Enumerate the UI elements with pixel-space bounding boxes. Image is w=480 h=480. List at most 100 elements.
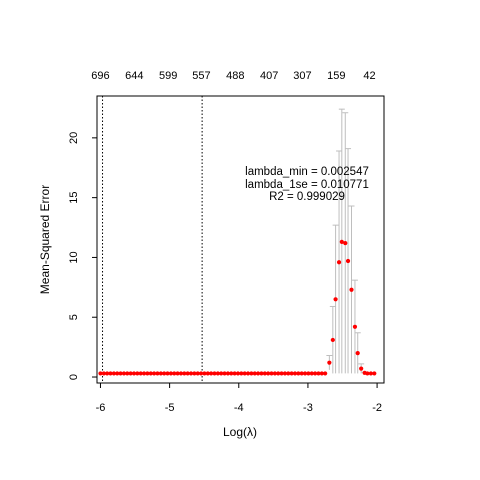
data-point	[359, 366, 364, 371]
data-point	[222, 371, 227, 376]
data-point	[229, 371, 234, 376]
data-point	[185, 371, 190, 376]
data-point	[252, 371, 257, 376]
data-point	[178, 371, 184, 376]
data-point	[262, 371, 267, 376]
data-point	[202, 371, 207, 376]
top-tick-label: 307	[293, 70, 311, 82]
data-point	[145, 371, 150, 376]
y-tick-label: 5	[68, 314, 80, 320]
data-point	[108, 371, 113, 376]
error-bars	[326, 108, 368, 374]
data-point	[188, 371, 194, 376]
x-tick-label: -6	[96, 402, 106, 414]
data-point	[299, 371, 304, 376]
annotation-r2: R2 = 0.999029	[269, 191, 345, 203]
data-point	[365, 371, 370, 376]
data-point	[343, 240, 348, 246]
data-point	[215, 371, 220, 376]
data-point	[219, 371, 224, 376]
data-point	[372, 371, 377, 376]
data-point	[345, 258, 351, 264]
data-point	[235, 371, 241, 376]
y-axis-title: Mean-Squared Error	[38, 185, 52, 294]
annotation-lambda-1se: lambda_1se = 0.010771	[245, 179, 369, 191]
annotation-lambda-min: lambda_min = 0.002547	[245, 166, 369, 178]
x-axis: -6 -5 -4 -3 -2	[96, 383, 382, 414]
data-point	[192, 371, 197, 376]
data-point	[296, 371, 301, 376]
data-point	[138, 371, 143, 376]
x-tick-label: -3	[303, 402, 313, 414]
data-point	[98, 371, 103, 376]
top-tick-label: 407	[260, 70, 278, 82]
data-point	[232, 371, 237, 376]
top-axis: 696 644 599 557 488 407 307 159 42	[91, 70, 375, 82]
data-point	[148, 371, 153, 376]
x-tick-label: -4	[234, 402, 244, 414]
top-tick-label: 42	[363, 70, 375, 82]
data-point	[266, 371, 271, 376]
data-point	[368, 371, 373, 376]
top-tick-label: 159	[327, 70, 345, 82]
top-tick-label: 644	[125, 70, 143, 82]
x-axis-title: Log(λ)	[223, 425, 257, 439]
data-point	[269, 371, 274, 376]
data-point	[165, 371, 170, 376]
data-point	[245, 371, 251, 376]
data-point	[336, 260, 342, 265]
data-point	[316, 371, 321, 376]
top-tick-label: 488	[226, 70, 244, 82]
data-point	[302, 371, 308, 376]
data-points	[98, 239, 377, 376]
data-point	[175, 371, 180, 376]
data-point	[272, 371, 277, 376]
data-point	[155, 371, 160, 376]
data-point	[195, 371, 200, 376]
y-tick-label: 15	[68, 192, 80, 204]
data-point	[158, 371, 163, 376]
data-point	[115, 371, 120, 376]
data-point	[125, 371, 130, 376]
data-point	[330, 337, 335, 343]
data-point	[279, 371, 284, 376]
data-point	[135, 371, 140, 376]
data-point	[141, 371, 147, 376]
x-tick-label: -5	[165, 402, 175, 414]
top-tick-label: 599	[159, 70, 177, 82]
top-tick-label: 696	[91, 70, 109, 82]
data-point	[349, 287, 354, 292]
data-point	[306, 371, 311, 376]
data-point	[162, 371, 167, 376]
data-point	[256, 371, 261, 376]
data-point	[128, 371, 133, 376]
data-point	[333, 297, 338, 302]
data-point	[289, 371, 294, 376]
data-point	[168, 371, 173, 376]
data-point	[339, 239, 344, 244]
data-point	[209, 371, 214, 376]
data-point	[282, 371, 288, 376]
data-point	[239, 371, 244, 376]
data-point	[242, 371, 247, 376]
data-point	[286, 371, 291, 376]
data-point	[118, 371, 123, 376]
data-point	[131, 371, 137, 376]
data-point	[276, 371, 281, 376]
y-tick-label: 10	[68, 251, 80, 263]
y-axis: 0 5 10 15 20	[68, 132, 97, 380]
data-point	[152, 371, 157, 376]
data-point	[319, 371, 324, 376]
plot-frame	[96, 95, 385, 384]
data-point	[212, 371, 217, 376]
x-tick-label: -2	[372, 402, 382, 414]
top-tick-label: 557	[192, 70, 210, 82]
data-point	[313, 371, 318, 376]
data-point	[249, 371, 254, 376]
data-point	[111, 371, 116, 376]
y-tick-label: 20	[68, 132, 80, 144]
data-point	[182, 371, 187, 376]
data-point	[355, 351, 360, 356]
data-point	[198, 371, 204, 376]
